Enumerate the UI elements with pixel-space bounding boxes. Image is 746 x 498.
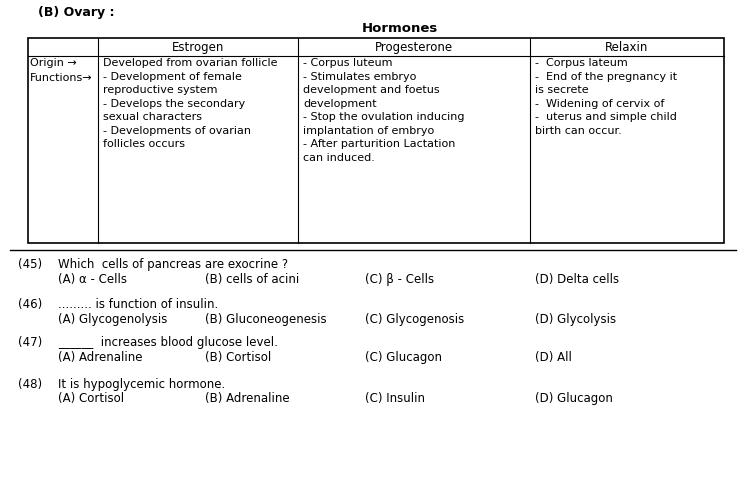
Text: - Developments of ovarian: - Developments of ovarian — [103, 125, 251, 135]
Text: (D) All: (D) All — [535, 351, 572, 364]
Text: Which  cells of pancreas are exocrine ?: Which cells of pancreas are exocrine ? — [58, 258, 288, 271]
Text: - Develops the secondary: - Develops the secondary — [103, 99, 245, 109]
Text: development: development — [303, 99, 377, 109]
Text: Origin →: Origin → — [30, 58, 77, 68]
Text: birth can occur.: birth can occur. — [535, 125, 621, 135]
Text: Relaxin: Relaxin — [605, 40, 649, 53]
Text: (A) α - Cells: (A) α - Cells — [58, 273, 127, 286]
Text: (D) Glucagon: (D) Glucagon — [535, 392, 613, 405]
Text: Developed from ovarian follicle: Developed from ovarian follicle — [103, 58, 278, 68]
Text: - Corpus luteum: - Corpus luteum — [303, 58, 392, 68]
Text: (D) Glycolysis: (D) Glycolysis — [535, 313, 616, 326]
Text: (B) Gluconeogenesis: (B) Gluconeogenesis — [205, 313, 327, 326]
Text: - Development of female: - Development of female — [103, 72, 242, 82]
Text: -  Widening of cervix of: - Widening of cervix of — [535, 99, 665, 109]
Text: (C) Insulin: (C) Insulin — [365, 392, 425, 405]
Text: - After parturition Lactation: - After parturition Lactation — [303, 139, 455, 149]
Text: -  Corpus lateum: - Corpus lateum — [535, 58, 627, 68]
Text: - Stop the ovulation inducing: - Stop the ovulation inducing — [303, 112, 465, 122]
Text: reproductive system: reproductive system — [103, 85, 218, 95]
Text: ......... is function of insulin.: ......... is function of insulin. — [58, 298, 219, 311]
Text: (A) Glycogenolysis: (A) Glycogenolysis — [58, 313, 167, 326]
Text: can induced.: can induced. — [303, 152, 375, 162]
Text: (B) Ovary :: (B) Ovary : — [38, 6, 114, 19]
Text: - Stimulates embryo: - Stimulates embryo — [303, 72, 416, 82]
Text: Estrogen: Estrogen — [172, 40, 225, 53]
Text: Functions→: Functions→ — [30, 73, 93, 83]
Text: ______  increases blood glucose level.: ______ increases blood glucose level. — [58, 336, 278, 349]
Text: implantation of embryo: implantation of embryo — [303, 125, 434, 135]
Text: (45): (45) — [18, 258, 42, 271]
Text: development and foetus: development and foetus — [303, 85, 439, 95]
Text: sexual characters: sexual characters — [103, 112, 202, 122]
Text: Progesterone: Progesterone — [375, 40, 453, 53]
Text: (D) Delta cells: (D) Delta cells — [535, 273, 619, 286]
Text: (C) Glucagon: (C) Glucagon — [365, 351, 442, 364]
Text: follicles occurs: follicles occurs — [103, 139, 185, 149]
Text: (47): (47) — [18, 336, 43, 349]
Text: Hormones: Hormones — [362, 22, 438, 35]
Text: (46): (46) — [18, 298, 43, 311]
Text: is secrete: is secrete — [535, 85, 589, 95]
Text: (48): (48) — [18, 378, 42, 391]
Text: (B) Adrenaline: (B) Adrenaline — [205, 392, 289, 405]
Text: (C) Glycogenosis: (C) Glycogenosis — [365, 313, 464, 326]
Text: (B) Cortisol: (B) Cortisol — [205, 351, 272, 364]
Text: -  End of the pregnancy it: - End of the pregnancy it — [535, 72, 677, 82]
Text: -  uterus and simple child: - uterus and simple child — [535, 112, 677, 122]
Text: http://www.St: http://www.St — [279, 76, 461, 180]
Text: (A) Adrenaline: (A) Adrenaline — [58, 351, 142, 364]
Text: (B) cells of acini: (B) cells of acini — [205, 273, 299, 286]
Bar — [28, 38, 724, 243]
Text: (C) β - Cells: (C) β - Cells — [365, 273, 434, 286]
Text: (A) Cortisol: (A) Cortisol — [58, 392, 124, 405]
Text: It is hypoglycemic hormone.: It is hypoglycemic hormone. — [58, 378, 225, 391]
